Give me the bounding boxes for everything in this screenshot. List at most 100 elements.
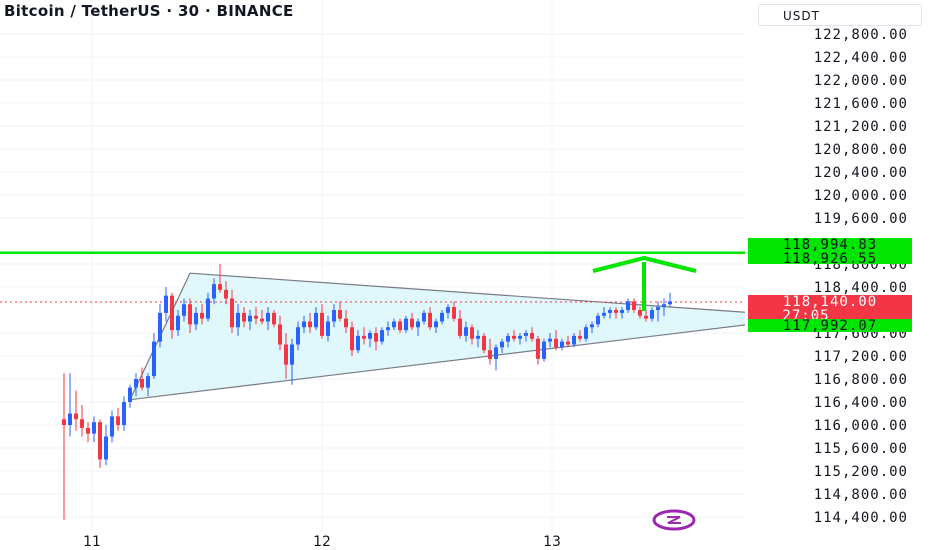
candle — [92, 416, 96, 443]
candle — [110, 410, 114, 443]
candle-body — [614, 310, 618, 313]
candle-body — [428, 312, 432, 328]
y-tick-label: 120,000.00 — [814, 188, 908, 204]
candle — [152, 333, 156, 379]
price-tags: 118,994.83118,926.55118,140.0027:05117,9… — [748, 237, 912, 334]
candle-body — [608, 310, 612, 313]
candle — [548, 333, 552, 348]
candle-body — [464, 327, 468, 336]
currency-button[interactable]: USDT — [758, 4, 922, 26]
candle-body — [596, 315, 600, 325]
candle — [86, 422, 90, 443]
candle-body — [134, 379, 138, 388]
price-tag-text: 118,140.00 — [783, 294, 877, 310]
candle — [326, 315, 330, 342]
y-tick-label: 120,800.00 — [814, 142, 908, 158]
candle — [128, 384, 132, 408]
candle — [164, 287, 168, 322]
candle — [380, 327, 384, 345]
candle-body — [278, 324, 282, 345]
candle-body — [332, 310, 336, 322]
candle-body — [290, 344, 294, 365]
candle — [470, 324, 474, 345]
candle — [506, 333, 510, 348]
candle-body — [182, 304, 186, 316]
candle — [578, 330, 582, 342]
price-tag-green: 117,992.07 — [748, 318, 912, 334]
candle-body — [380, 330, 384, 342]
candle-body — [128, 387, 132, 402]
candle — [482, 333, 486, 354]
candle-body — [248, 315, 252, 322]
candle-body — [362, 335, 366, 339]
candle-body — [602, 312, 606, 316]
y-tick-label: 116,400.00 — [814, 395, 908, 411]
candle-body — [590, 324, 594, 328]
candle-body — [650, 310, 654, 319]
candle-body — [164, 295, 168, 313]
candle-body — [410, 318, 414, 328]
y-tick-label: 114,400.00 — [814, 510, 908, 526]
candle-body — [170, 295, 174, 331]
candle — [446, 304, 450, 319]
candle-body — [272, 312, 276, 325]
candle — [170, 292, 174, 339]
candle-body — [404, 318, 408, 331]
candle — [398, 318, 402, 333]
candle-body — [632, 301, 636, 310]
candle-body — [158, 312, 162, 342]
candle — [272, 310, 276, 328]
candle-body — [218, 284, 222, 290]
candle — [338, 301, 342, 322]
y-tick-label: 122,000.00 — [814, 73, 908, 89]
candle — [230, 289, 234, 333]
candle-body — [530, 333, 534, 339]
candle — [656, 301, 660, 322]
candle-body — [512, 335, 516, 339]
candle-body — [644, 315, 648, 319]
candle — [350, 321, 354, 356]
candle — [290, 338, 294, 385]
tradingview-logo[interactable] — [652, 509, 696, 531]
candle — [194, 307, 198, 331]
price-tag-bg — [748, 295, 912, 308]
candle — [536, 335, 540, 365]
candle-body — [452, 307, 456, 319]
price-tag-green: 118,994.83 — [748, 237, 912, 253]
price-tag-bg — [748, 319, 912, 332]
candle-body — [440, 312, 444, 322]
candle-body — [392, 321, 396, 328]
candle — [386, 321, 390, 336]
candle — [452, 301, 456, 322]
candle — [554, 330, 558, 351]
candle — [302, 315, 306, 333]
candle-body — [140, 379, 144, 388]
candle-body — [236, 312, 240, 328]
time-axis[interactable]: 11 12 13 — [83, 534, 561, 550]
candle — [224, 281, 228, 305]
candle-body — [470, 327, 474, 339]
candle — [278, 315, 282, 351]
x-tick-label: 13 — [543, 534, 561, 550]
price-axis[interactable]: 122,800.00 122,400.00 122,000.00 121,600.00… — [745, 0, 932, 550]
candle — [122, 396, 126, 431]
candle — [530, 327, 534, 342]
candle — [140, 367, 144, 391]
candle — [608, 307, 612, 319]
candle-body — [542, 341, 546, 359]
candle-body — [230, 298, 234, 328]
candle — [524, 330, 528, 342]
candle-body — [422, 312, 426, 322]
candle-body — [326, 321, 330, 336]
y-tick-label: 115,200.00 — [814, 464, 908, 480]
y-tick-label: 116,000.00 — [814, 418, 908, 434]
candle — [602, 307, 606, 319]
candle-body — [62, 419, 66, 425]
candle-body — [356, 335, 360, 351]
candle — [296, 321, 300, 351]
price-tag-bg — [748, 238, 912, 251]
candle-body — [194, 312, 198, 325]
candle-body — [458, 318, 462, 336]
candle-body — [146, 376, 150, 388]
